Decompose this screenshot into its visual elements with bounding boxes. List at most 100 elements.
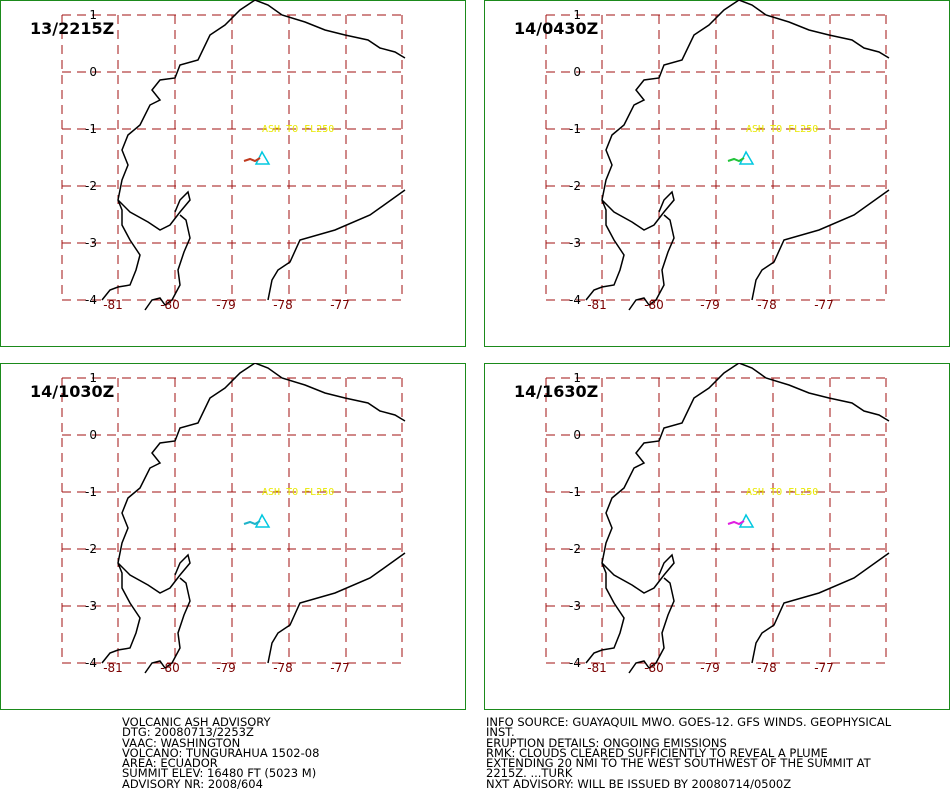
longitude-label: -81 — [103, 298, 123, 312]
longitude-label: -80 — [160, 298, 180, 312]
panel-frame — [484, 0, 950, 347]
latitude-label: -3 — [85, 599, 97, 613]
longitude-label: -77 — [330, 661, 350, 675]
latitude-label: 0 — [89, 428, 97, 442]
panel-time-label: 14/1030Z — [30, 382, 114, 401]
border-line — [144, 214, 191, 311]
advisory-line: INST. — [486, 725, 515, 740]
advisory-line: VAAC: WASHINGTON — [122, 735, 241, 750]
latitude-label: -4 — [85, 656, 97, 670]
panel-time-label: 13/2215Z — [30, 19, 114, 38]
map-panel-1: 1 0 -1 -2 -3 -4 -81 -80 -79 -78 -77 13/2215Z ASH TO … — [0, 0, 466, 347]
latitude-label: -4 — [85, 293, 97, 307]
latitude-label: -1 — [569, 122, 581, 136]
advisory-line: VOLCANO: TUNGURAHUA 1502-08 — [122, 745, 320, 760]
latitude-label: -2 — [85, 542, 97, 556]
latitude-label: -2 — [569, 542, 581, 556]
advisory-line: 2215Z. ...TURK — [486, 766, 573, 781]
map-svg: 1 0 -1 -2 -3 -4 -81 -80 -79 -78 -77 13/2215Z ASH TO … — [0, 0, 466, 347]
longitude-label: -80 — [644, 661, 664, 675]
coastline — [101, 0, 406, 301]
panel-frame — [0, 0, 466, 347]
panel-time-label: 14/0430Z — [514, 19, 598, 38]
map-svg: 1 0 -1 -2 -3 -4 -81 -80 -79 -78 -77 14/0430Z ASH TO … — [484, 0, 950, 347]
latitude-label: 1 — [89, 8, 97, 22]
advisory-line: RMK: CLOUDS CLEARED SUFFICIENTLY TO REVE… — [486, 745, 828, 760]
coastline — [267, 189, 406, 301]
latitude-label: -3 — [569, 599, 581, 613]
latitude-label: -4 — [569, 293, 581, 307]
ash-plume — [243, 157, 261, 163]
latitude-label: 0 — [573, 65, 581, 79]
advisory-text-right: INFO SOURCE: GUAYAQUIL MWO. GOES-12. GFS… — [486, 715, 892, 791]
longitude-label: -77 — [814, 661, 834, 675]
coastline — [117, 553, 191, 594]
latitude-label: 0 — [573, 428, 581, 442]
panel-time-label: 14/1630Z — [514, 382, 598, 401]
coastline — [751, 189, 890, 301]
ash-level-label: ASH TO FL250 — [746, 487, 818, 498]
border-line — [628, 214, 675, 311]
latitude-label: -3 — [569, 236, 581, 250]
coastline — [585, 0, 890, 301]
border-line — [628, 577, 675, 674]
latitude-label: -1 — [85, 485, 97, 499]
coastline — [601, 190, 675, 231]
longitude-label: -78 — [273, 661, 293, 675]
longitude-label: -78 — [273, 298, 293, 312]
longitude-label: -77 — [330, 298, 350, 312]
map-svg: 1 0 -1 -2 -3 -4 -81 -80 -79 -78 -77 14/1630Z ASH TO … — [484, 363, 950, 710]
advisory-line: DTG: 20080713/2253Z — [122, 725, 254, 740]
ash-plume — [243, 520, 261, 526]
panel-frame — [0, 363, 466, 710]
longitude-label: -77 — [814, 298, 834, 312]
border-line — [144, 577, 191, 674]
map-svg: 1 0 -1 -2 -3 -4 -81 -80 -79 -78 -77 14/1030Z ASH TO … — [0, 363, 466, 710]
coastline — [117, 190, 191, 231]
map-panel-3: 1 0 -1 -2 -3 -4 -81 -80 -79 -78 -77 14/1030Z ASH TO … — [0, 363, 466, 710]
latitude-label: -1 — [569, 485, 581, 499]
longitude-label: -79 — [700, 298, 720, 312]
longitude-label: -80 — [644, 298, 664, 312]
latitude-label: -2 — [85, 179, 97, 193]
latitude-label: 0 — [89, 65, 97, 79]
advisory-line: SUMMIT ELEV: 16480 FT (5023 M) — [122, 766, 317, 781]
advisory-line: VOLCANIC ASH ADVISORY — [122, 715, 271, 729]
longitude-label: -79 — [216, 298, 236, 312]
advisory-line: ERUPTION DETAILS: ONGOING EMISSIONS — [486, 735, 727, 750]
latitude-label: -2 — [569, 179, 581, 193]
advisory-line: INFO SOURCE: GUAYAQUIL MWO. GOES-12. GFS… — [486, 715, 892, 729]
latitude-label: -1 — [85, 122, 97, 136]
ash-level-label: ASH TO FL250 — [746, 124, 818, 135]
map-panel-2: 1 0 -1 -2 -3 -4 -81 -80 -79 -78 -77 14/0430Z ASH TO … — [484, 0, 950, 347]
longitude-label: -81 — [587, 298, 607, 312]
latitude-label: 1 — [89, 371, 97, 385]
coastline — [751, 552, 890, 664]
advisory-line: ADVISORY NR: 2008/604 — [122, 776, 263, 791]
coastline — [585, 363, 890, 664]
ash-level-label: ASH TO FL250 — [262, 487, 334, 498]
coastline — [101, 363, 406, 664]
longitude-label: -78 — [757, 298, 777, 312]
advisory-line: NXT ADVISORY: WILL BE ISSUED BY 20080714… — [486, 776, 792, 791]
longitude-label: -80 — [160, 661, 180, 675]
ash-plume — [727, 520, 745, 526]
ash-plume — [727, 157, 745, 163]
longitude-label: -81 — [103, 661, 123, 675]
longitude-label: -79 — [216, 661, 236, 675]
latitude-label: 1 — [573, 8, 581, 22]
latitude-label: -3 — [85, 236, 97, 250]
coastline — [267, 552, 406, 664]
coastline — [601, 553, 675, 594]
latitude-label: -4 — [569, 656, 581, 670]
advisory-text-left: VOLCANIC ASH ADVISORY DTG: 20080713/2253… — [122, 715, 320, 791]
advisory-line: AREA: ECUADOR — [122, 756, 218, 771]
map-panel-4: 1 0 -1 -2 -3 -4 -81 -80 -79 -78 -77 14/1630Z ASH TO … — [484, 363, 950, 710]
longitude-label: -78 — [757, 661, 777, 675]
latitude-label: 1 — [573, 371, 581, 385]
advisory-line: EXTENDING 20 NMI TO THE WEST SOUTHWEST O… — [486, 756, 871, 771]
longitude-label: -81 — [587, 661, 607, 675]
panel-frame — [484, 363, 950, 710]
ash-level-label: ASH TO FL250 — [262, 124, 334, 135]
longitude-label: -79 — [700, 661, 720, 675]
